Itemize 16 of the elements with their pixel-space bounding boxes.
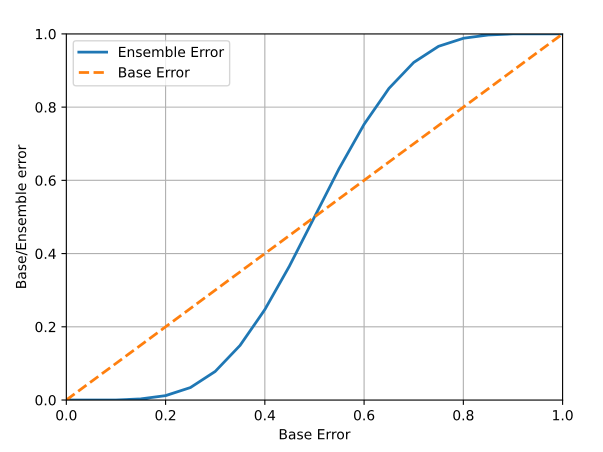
y-tick-label: 0.2	[35, 322, 56, 332]
y-tick-label: 0.8	[35, 102, 56, 113]
y-tick-label: 0.4	[35, 248, 56, 260]
y-tick-label: 1.0	[36, 28, 56, 40]
y-tick-label: 0.0	[35, 394, 56, 406]
x-tick-label: 0.6	[354, 410, 374, 420]
x-tick-label: 0.2	[155, 410, 176, 420]
x-tick-label: 0.0	[56, 410, 76, 420]
y-axis-title: Base/Ensemble error	[16, 144, 28, 288]
legend-label: Ensemble Error	[119, 46, 224, 58]
x-tick-label: 0.4	[254, 410, 276, 420]
y-tick-label: 0.6	[35, 175, 56, 186]
legend-label: Base Error	[119, 67, 190, 78]
x-tick-label: 0.8	[453, 410, 474, 420]
x-axis-title: Base Error	[280, 429, 351, 440]
x-tick-label: 1.0	[553, 410, 573, 420]
